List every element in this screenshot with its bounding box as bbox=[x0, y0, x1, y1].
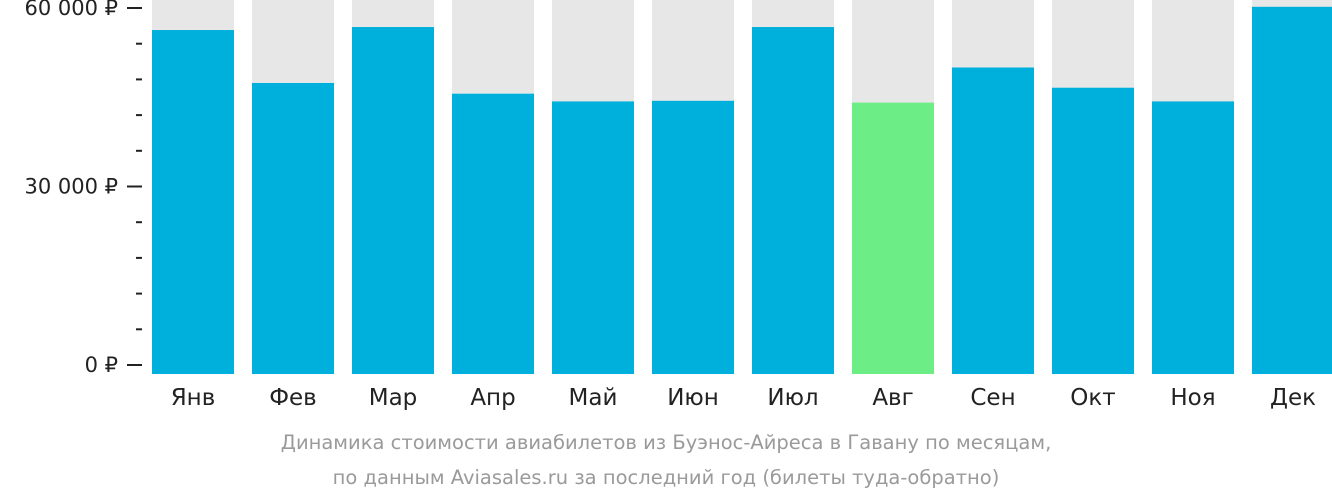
x-tick-label: Ноя bbox=[1170, 385, 1215, 411]
y-tick-label: 60 000 ₽ bbox=[24, 0, 118, 20]
x-tick-label: Фев bbox=[269, 385, 317, 411]
bar bbox=[752, 27, 834, 374]
bar bbox=[1052, 87, 1134, 374]
bar bbox=[452, 93, 534, 375]
price-chart: 0 ₽ 30 000 ₽ 60 000 ₽ Янв Фев Мар Апр Май Июн Июл… bbox=[24, 0, 1332, 411]
x-tick-label: Июл bbox=[767, 385, 818, 411]
bar bbox=[252, 82, 334, 374]
bar bbox=[552, 101, 634, 374]
caption-line-2: по данным Aviasales.ru за последний год … bbox=[332, 466, 1000, 489]
bar bbox=[952, 67, 1034, 374]
x-tick-label: Сен bbox=[970, 385, 1015, 411]
bar bbox=[1252, 6, 1332, 375]
bar bbox=[652, 100, 734, 374]
bar bbox=[1152, 101, 1234, 374]
bar bbox=[152, 30, 234, 374]
x-tick-label: Май bbox=[569, 385, 618, 411]
y-tick-label: 0 ₽ bbox=[85, 353, 118, 377]
x-tick-label: Апр bbox=[470, 385, 515, 411]
bar bbox=[852, 102, 934, 374]
bar bbox=[352, 27, 434, 374]
x-tick-label: Окт bbox=[1070, 385, 1115, 411]
x-tick-label: Мар bbox=[369, 385, 418, 411]
x-tick-label: Янв bbox=[171, 385, 216, 411]
x-tick-label: Дек bbox=[1270, 385, 1316, 411]
x-tick-label: Авг bbox=[872, 385, 913, 411]
x-tick-label: Июн bbox=[667, 385, 719, 411]
y-tick-label: 30 000 ₽ bbox=[24, 175, 118, 199]
caption-line-1: Динамика стоимости авиабилетов из Буэнос… bbox=[280, 431, 1052, 454]
